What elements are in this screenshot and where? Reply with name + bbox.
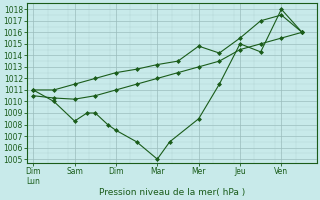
X-axis label: Pression niveau de la mer( hPa ): Pression niveau de la mer( hPa ): [99, 188, 245, 197]
